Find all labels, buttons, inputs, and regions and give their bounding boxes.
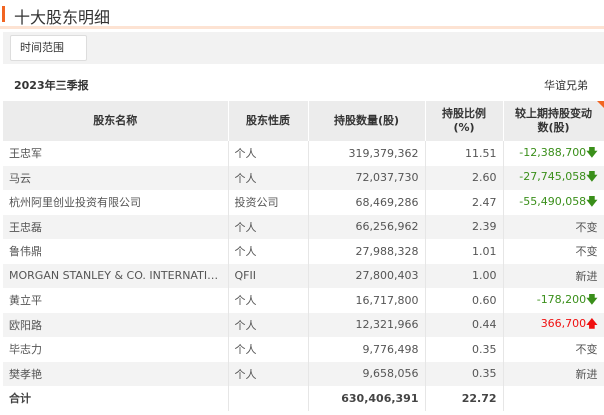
change: 不变 xyxy=(503,337,604,362)
shareholder-type: QFII xyxy=(228,263,309,288)
arrow-up-icon: 🡅 xyxy=(586,317,598,331)
change-value: -55,490,058 xyxy=(519,194,587,208)
shares: 66,256,962 xyxy=(308,214,426,239)
change: 366,700🡅 xyxy=(503,312,604,337)
change-value: 366,700 xyxy=(540,317,587,331)
shareholder-name: 欧阳路 xyxy=(3,312,229,337)
table-row: 马云 个人 72,037,730 2.60 -27,745,058🡇 xyxy=(3,165,604,190)
total-ratio: 22.72 xyxy=(425,386,504,411)
shares: 319,379,362 xyxy=(308,141,426,166)
shareholder-name: MORGAN STANLEY & CO. INTERNATIONAL PLC. xyxy=(3,263,229,288)
time-range-button[interactable]: 时间范围 xyxy=(10,35,87,61)
ratio: 0.35 xyxy=(425,337,504,362)
ratio: 2.60 xyxy=(425,165,504,190)
change-value: -12,388,700 xyxy=(519,145,587,159)
shareholder-name: 马云 xyxy=(3,165,229,190)
shares: 12,321,966 xyxy=(308,312,426,337)
table-row: 鲁伟鼎 个人 27,988,328 1.01 不变 xyxy=(3,239,604,264)
total-shares: 630,406,391 xyxy=(308,386,426,411)
section-title: 十大股东明细 xyxy=(14,8,111,27)
shareholder-type: 个人 xyxy=(228,337,309,362)
total-row: 合计 630,406,391 22.72 xyxy=(3,386,604,411)
header-change: 较上期持股变动数(股) xyxy=(503,101,604,141)
change-value: 不变 xyxy=(575,245,598,259)
change: 不变 xyxy=(503,239,604,264)
table-row: 王忠军 个人 319,379,362 11.51 -12,388,700🡇 xyxy=(3,141,604,166)
shareholder-name: 杭州阿里创业投资有限公司 xyxy=(3,190,229,215)
change: -12,388,700🡇 xyxy=(503,141,604,166)
change: -27,745,058🡇 xyxy=(503,165,604,190)
change: 不变 xyxy=(503,214,604,239)
arrow-down-icon: 🡇 xyxy=(586,292,598,306)
shareholder-type: 个人 xyxy=(228,214,309,239)
change: -55,490,058🡇 xyxy=(503,190,604,215)
empty-cell xyxy=(228,386,309,411)
table-row: 欧阳路 个人 12,321,966 0.44 366,700🡅 xyxy=(3,312,604,337)
ratio: 2.47 xyxy=(425,190,504,215)
section-header: 十大股东明细 xyxy=(0,0,604,29)
table-row: MORGAN STANLEY & CO. INTERNATIONAL PLC. … xyxy=(3,263,604,288)
change: 新进 xyxy=(503,361,604,386)
change-value: 新进 xyxy=(575,269,598,283)
ratio: 0.35 xyxy=(425,361,504,386)
shareholder-name: 樊孝艳 xyxy=(3,361,229,386)
shareholder-type: 个人 xyxy=(228,141,309,166)
table-row: 黄立平 个人 16,717,800 0.60 -178,200🡇 xyxy=(3,288,604,313)
shareholder-type: 投资公司 xyxy=(228,190,309,215)
header-name: 股东名称 xyxy=(3,101,229,141)
table-row: 樊孝艳 个人 9,658,056 0.35 新进 xyxy=(3,361,604,386)
shares: 72,037,730 xyxy=(308,165,426,190)
header-change-label: 较上期持股变动数(股) xyxy=(515,107,592,134)
ratio: 0.60 xyxy=(425,288,504,313)
change-value: 不变 xyxy=(575,343,598,357)
shareholders-table: 股东名称 股东性质 持股数量(股) 持股比例(%) 较上期持股变动数(股) 王忠… xyxy=(3,101,604,411)
shareholder-type: 个人 xyxy=(228,361,309,386)
shares: 68,469,286 xyxy=(308,190,426,215)
change: -178,200🡇 xyxy=(503,288,604,313)
table-row: 王忠磊 个人 66,256,962 2.39 不变 xyxy=(3,214,604,239)
ratio: 2.39 xyxy=(425,214,504,239)
change-value: -27,745,058 xyxy=(519,170,587,184)
ratio: 0.44 xyxy=(425,312,504,337)
table-row: 杭州阿里创业投资有限公司 投资公司 68,469,286 2.47 -55,49… xyxy=(3,190,604,215)
shareholder-name: 王忠磊 xyxy=(3,214,229,239)
header-shares: 持股数量(股) xyxy=(308,101,426,141)
arrow-down-icon: 🡇 xyxy=(586,194,598,208)
change: 新进 xyxy=(503,263,604,288)
shareholder-name: 毕志力 xyxy=(3,337,229,362)
shares: 16,717,800 xyxy=(308,288,426,313)
company-name: 华谊兄弟 xyxy=(544,79,588,92)
shareholder-name: 王忠军 xyxy=(3,141,229,166)
shareholder-type: 个人 xyxy=(228,239,309,264)
shareholder-type: 个人 xyxy=(228,288,309,313)
shareholder-type: 个人 xyxy=(228,165,309,190)
change-value: -178,200 xyxy=(536,292,587,306)
arrow-down-icon: 🡇 xyxy=(586,170,598,184)
ratio: 11.51 xyxy=(425,141,504,166)
header-ratio: 持股比例(%) xyxy=(425,101,504,141)
table-row: 毕志力 个人 9,776,498 0.35 不变 xyxy=(3,337,604,362)
ratio: 1.00 xyxy=(425,263,504,288)
arrow-down-icon: 🡇 xyxy=(586,145,598,159)
shareholder-name: 黄立平 xyxy=(3,288,229,313)
shares: 27,800,403 xyxy=(308,263,426,288)
corner-marker-icon xyxy=(596,101,604,108)
shareholder-type: 个人 xyxy=(228,312,309,337)
shares: 27,988,328 xyxy=(308,239,426,264)
total-label: 合计 xyxy=(3,386,229,411)
empty-cell xyxy=(503,386,604,411)
shares: 9,658,056 xyxy=(308,361,426,386)
shareholder-name: 鲁伟鼎 xyxy=(3,239,229,264)
header-type: 股东性质 xyxy=(228,101,309,141)
report-period: 2023年三季报 xyxy=(14,79,89,92)
accent-bar xyxy=(2,6,5,22)
change-value: 新进 xyxy=(575,367,598,381)
shares: 9,776,498 xyxy=(308,337,426,362)
ratio: 1.01 xyxy=(425,239,504,264)
change-value: 不变 xyxy=(575,220,598,234)
filter-bar: 时间范围 xyxy=(3,32,604,64)
